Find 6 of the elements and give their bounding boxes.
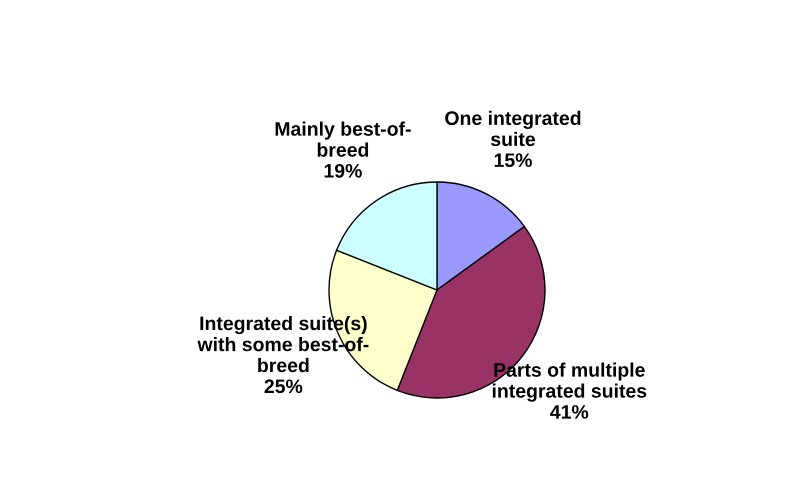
data-label: 41% <box>550 405 588 419</box>
slice-label: Mainly best-of- breed <box>276 122 411 157</box>
slice-label: One integrated suite <box>445 110 580 146</box>
data-label: 25% <box>264 379 302 394</box>
data-label: 19% <box>324 164 362 178</box>
data-label: 15% <box>494 153 532 168</box>
